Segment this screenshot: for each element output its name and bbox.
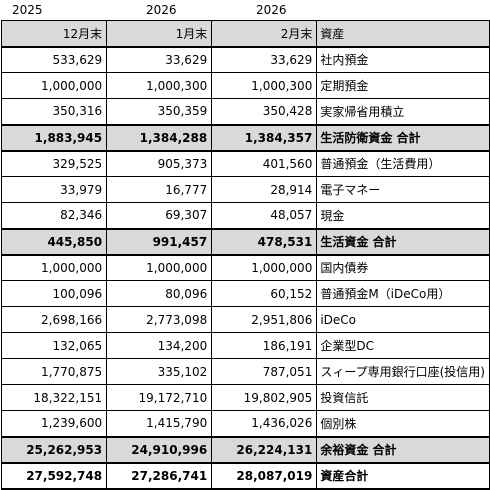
value-dec: 1,770,875 (0, 358, 108, 385)
table-row: 533,629 33,629 33,629 社内預金 (0, 46, 490, 73)
value-dec: 18,322,151 (0, 384, 108, 411)
asset-label: 個別株 (316, 410, 490, 437)
header-col3: 2月末 (211, 20, 318, 48)
value-jan: 991,457 (106, 227, 213, 256)
value-jan: 24,910,996 (106, 435, 213, 464)
asset-label: 企業型DC (316, 332, 490, 359)
table-row: 1,770,875 335,102 787,051 スィープ専用銀行口座(投信用) (0, 358, 490, 385)
table-row: 2,698,166 2,773,098 2,951,806 iDeCo (0, 306, 490, 333)
table-header-row: 12月末 1月末 2月末 資産 (0, 20, 490, 48)
header-col1: 12月末 (0, 20, 108, 48)
table-row: 82,346 69,307 48,057 現金 (0, 202, 490, 229)
value-feb: 26,224,131 (211, 435, 318, 464)
value-dec: 1,239,600 (0, 410, 108, 437)
value-feb: 2,951,806 (211, 306, 318, 333)
asset-label: 電子マネー (316, 176, 490, 203)
table-row: 100,096 80,096 60,152 普通預金M（iDeCo用） (0, 280, 490, 307)
value-feb: 350,428 (211, 98, 318, 125)
subtotal-row: 1,883,945 1,384,288 1,384,357 生活防衛資金 合計 (0, 123, 490, 152)
asset-label: 国内債券 (316, 254, 490, 281)
value-dec: 25,262,953 (0, 435, 108, 464)
asset-label: 普通預金（生活費用） (316, 150, 490, 177)
value-dec: 350,316 (0, 98, 108, 125)
asset-label: 定期預金 (316, 72, 490, 99)
table-row: 1,000,000 1,000,000 1,000,000 国内債券 (0, 254, 490, 281)
value-dec: 82,346 (0, 202, 108, 229)
value-jan: 1,000,300 (106, 72, 213, 99)
value-feb: 186,191 (211, 332, 318, 359)
value-dec: 2,698,166 (0, 306, 108, 333)
asset-label: 生活資金 合計 (316, 227, 490, 256)
value-dec: 1,000,000 (0, 72, 108, 99)
value-jan: 1,415,790 (106, 410, 213, 437)
table-row: 33,979 16,777 28,914 電子マネー (0, 176, 490, 203)
value-jan: 27,286,741 (106, 461, 213, 490)
value-dec: 33,979 (0, 176, 108, 203)
table-row: 1,000,000 1,000,300 1,000,300 定期預金 (0, 72, 490, 99)
value-jan: 69,307 (106, 202, 213, 229)
asset-label: スィープ専用銀行口座(投信用) (316, 358, 490, 385)
value-dec: 329,525 (0, 150, 108, 177)
value-feb: 19,802,905 (211, 384, 318, 411)
value-dec: 1,000,000 (0, 254, 108, 281)
subtotal-row: 25,262,953 24,910,996 26,224,131 余裕資金 合計 (0, 435, 490, 464)
value-dec: 445,850 (0, 227, 108, 256)
value-jan: 905,373 (106, 150, 213, 177)
value-feb: 1,000,000 (211, 254, 318, 281)
header-col2: 1月末 (106, 20, 213, 48)
header-col4: 資産 (316, 20, 490, 48)
value-feb: 1,000,300 (211, 72, 318, 99)
value-dec: 100,096 (0, 280, 108, 307)
year-header-row: 2025 2026 2026 (0, 0, 490, 20)
value-dec: 533,629 (0, 46, 108, 73)
value-feb: 478,531 (211, 227, 318, 256)
value-feb: 28,087,019 (211, 461, 318, 490)
value-jan: 1,384,288 (106, 123, 213, 152)
value-jan: 2,773,098 (106, 306, 213, 333)
value-feb: 1,384,357 (211, 123, 318, 152)
asset-label: 生活防衛資金 合計 (316, 123, 490, 152)
table-row: 18,322,151 19,172,710 19,802,905 投資信託 (0, 384, 490, 411)
subtotal-row: 445,850 991,457 478,531 生活資金 合計 (0, 227, 490, 256)
table-row: 350,316 350,359 350,428 実家帰省用積立 (0, 98, 490, 125)
value-jan: 19,172,710 (106, 384, 213, 411)
year-label-col3: 2026 (256, 3, 287, 17)
year-label-col2: 2026 (146, 3, 177, 17)
value-jan: 335,102 (106, 358, 213, 385)
asset-label: iDeCo (316, 306, 490, 333)
value-dec: 27,592,748 (0, 461, 108, 490)
value-jan: 1,000,000 (106, 254, 213, 281)
year-label-col1: 2025 (12, 3, 43, 17)
value-jan: 33,629 (106, 46, 213, 73)
asset-table: 12月末 1月末 2月末 資産 533,629 33,629 33,629 社内預金 1… (0, 20, 490, 490)
table-row: 329,525 905,373 401,560 普通預金（生活費用） (0, 150, 490, 177)
asset-label: 現金 (316, 202, 490, 229)
asset-label: 普通預金M（iDeCo用） (316, 280, 490, 307)
value-feb: 401,560 (211, 150, 318, 177)
value-jan: 350,359 (106, 98, 213, 125)
value-dec: 132,065 (0, 332, 108, 359)
value-jan: 80,096 (106, 280, 213, 307)
table-row: 132,065 134,200 186,191 企業型DC (0, 332, 490, 359)
value-jan: 16,777 (106, 176, 213, 203)
value-feb: 60,152 (211, 280, 318, 307)
value-jan: 134,200 (106, 332, 213, 359)
asset-label: 余裕資金 合計 (316, 435, 490, 464)
value-feb: 787,051 (211, 358, 318, 385)
value-dec: 1,883,945 (0, 123, 108, 152)
value-feb: 1,436,026 (211, 410, 318, 437)
asset-label: 資産合計 (316, 461, 490, 490)
grand-total-row: 27,592,748 27,286,741 28,087,019 資産合計 (0, 461, 490, 490)
value-feb: 28,914 (211, 176, 318, 203)
value-feb: 33,629 (211, 46, 318, 73)
asset-label: 社内預金 (316, 46, 490, 73)
table-row: 1,239,600 1,415,790 1,436,026 個別株 (0, 410, 490, 437)
value-feb: 48,057 (211, 202, 318, 229)
asset-label: 実家帰省用積立 (316, 98, 490, 125)
asset-label: 投資信託 (316, 384, 490, 411)
